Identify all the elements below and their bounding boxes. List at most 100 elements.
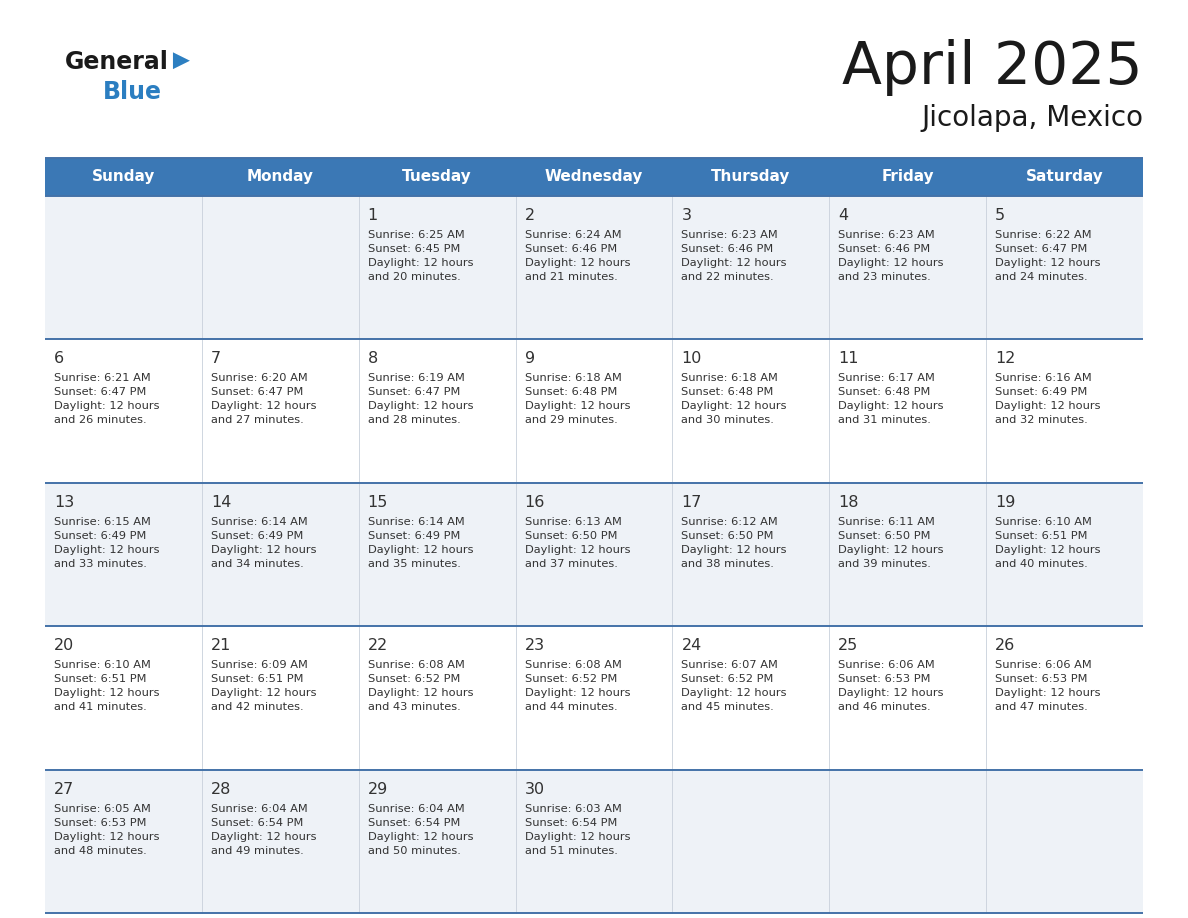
Text: 15: 15 (368, 495, 388, 509)
Text: and 42 minutes.: and 42 minutes. (210, 702, 303, 712)
Text: and 22 minutes.: and 22 minutes. (682, 272, 775, 282)
Text: Sunrise: 6:04 AM: Sunrise: 6:04 AM (368, 803, 465, 813)
Text: Sunset: 6:50 PM: Sunset: 6:50 PM (525, 531, 617, 541)
Text: Sunrise: 6:04 AM: Sunrise: 6:04 AM (210, 803, 308, 813)
Text: 21: 21 (210, 638, 232, 654)
Text: Tuesday: Tuesday (403, 170, 472, 185)
Text: 14: 14 (210, 495, 232, 509)
Text: Daylight: 12 hours: Daylight: 12 hours (996, 401, 1100, 411)
Text: Saturday: Saturday (1025, 170, 1104, 185)
Text: Sunrise: 6:23 AM: Sunrise: 6:23 AM (682, 230, 778, 240)
Text: and 27 minutes.: and 27 minutes. (210, 416, 304, 425)
Text: Sunrise: 6:18 AM: Sunrise: 6:18 AM (525, 374, 621, 384)
Text: Sunrise: 6:25 AM: Sunrise: 6:25 AM (368, 230, 465, 240)
Text: and 20 minutes.: and 20 minutes. (368, 272, 461, 282)
Text: Sunrise: 6:10 AM: Sunrise: 6:10 AM (996, 517, 1092, 527)
Bar (45, 769, 1143, 913)
Text: 28: 28 (210, 781, 232, 797)
Text: Daylight: 12 hours: Daylight: 12 hours (996, 688, 1100, 699)
Text: Sunset: 6:52 PM: Sunset: 6:52 PM (682, 674, 773, 684)
Text: Daylight: 12 hours: Daylight: 12 hours (210, 401, 316, 411)
Text: 8: 8 (368, 352, 378, 366)
Text: Sunrise: 6:08 AM: Sunrise: 6:08 AM (525, 660, 621, 670)
Text: 30: 30 (525, 781, 544, 797)
Text: Daylight: 12 hours: Daylight: 12 hours (682, 401, 786, 411)
Text: Daylight: 12 hours: Daylight: 12 hours (210, 544, 316, 554)
Text: General: General (65, 50, 169, 74)
Text: 27: 27 (53, 781, 74, 797)
Bar (45, 340, 1143, 483)
Text: April 2025: April 2025 (842, 39, 1143, 96)
Text: Sunrise: 6:23 AM: Sunrise: 6:23 AM (839, 230, 935, 240)
Text: Sunrise: 6:24 AM: Sunrise: 6:24 AM (525, 230, 621, 240)
Text: 4: 4 (839, 208, 848, 223)
Text: Sunset: 6:54 PM: Sunset: 6:54 PM (210, 818, 303, 828)
Text: Sunrise: 6:09 AM: Sunrise: 6:09 AM (210, 660, 308, 670)
Text: Daylight: 12 hours: Daylight: 12 hours (525, 832, 630, 842)
Text: Sunset: 6:47 PM: Sunset: 6:47 PM (210, 387, 303, 397)
Text: 26: 26 (996, 638, 1016, 654)
Text: Friday: Friday (881, 170, 934, 185)
Text: 6: 6 (53, 352, 64, 366)
Text: and 30 minutes.: and 30 minutes. (682, 416, 775, 425)
Text: Daylight: 12 hours: Daylight: 12 hours (682, 688, 786, 699)
Text: Daylight: 12 hours: Daylight: 12 hours (839, 401, 943, 411)
Text: Sunrise: 6:18 AM: Sunrise: 6:18 AM (682, 374, 778, 384)
Text: Sunset: 6:51 PM: Sunset: 6:51 PM (210, 674, 303, 684)
Text: Sunset: 6:46 PM: Sunset: 6:46 PM (682, 244, 773, 254)
Text: Sunrise: 6:15 AM: Sunrise: 6:15 AM (53, 517, 151, 527)
Text: and 48 minutes.: and 48 minutes. (53, 845, 147, 856)
Text: Daylight: 12 hours: Daylight: 12 hours (368, 258, 473, 268)
Text: 19: 19 (996, 495, 1016, 509)
Text: Sunset: 6:45 PM: Sunset: 6:45 PM (368, 244, 460, 254)
Text: and 33 minutes.: and 33 minutes. (53, 559, 147, 569)
Text: and 37 minutes.: and 37 minutes. (525, 559, 618, 569)
Text: Daylight: 12 hours: Daylight: 12 hours (53, 544, 159, 554)
Text: 5: 5 (996, 208, 1005, 223)
Text: Daylight: 12 hours: Daylight: 12 hours (839, 688, 943, 699)
Text: 7: 7 (210, 352, 221, 366)
Text: and 46 minutes.: and 46 minutes. (839, 702, 931, 712)
Text: Sunrise: 6:21 AM: Sunrise: 6:21 AM (53, 374, 151, 384)
Text: and 45 minutes.: and 45 minutes. (682, 702, 775, 712)
Text: Sunrise: 6:12 AM: Sunrise: 6:12 AM (682, 517, 778, 527)
Text: and 40 minutes.: and 40 minutes. (996, 559, 1088, 569)
Text: Sunrise: 6:14 AM: Sunrise: 6:14 AM (368, 517, 465, 527)
Text: and 29 minutes.: and 29 minutes. (525, 416, 618, 425)
Bar (45, 158, 1143, 196)
Text: Sunset: 6:49 PM: Sunset: 6:49 PM (996, 387, 1087, 397)
Text: 18: 18 (839, 495, 859, 509)
Text: Sunset: 6:48 PM: Sunset: 6:48 PM (682, 387, 773, 397)
Text: Sunset: 6:52 PM: Sunset: 6:52 PM (525, 674, 617, 684)
Text: Daylight: 12 hours: Daylight: 12 hours (996, 544, 1100, 554)
Text: and 47 minutes.: and 47 minutes. (996, 702, 1088, 712)
Text: Sunset: 6:46 PM: Sunset: 6:46 PM (525, 244, 617, 254)
Text: and 50 minutes.: and 50 minutes. (368, 845, 461, 856)
Text: and 23 minutes.: and 23 minutes. (839, 272, 931, 282)
Text: Daylight: 12 hours: Daylight: 12 hours (368, 688, 473, 699)
Text: ◀: ◀ (173, 50, 190, 70)
Text: 10: 10 (682, 352, 702, 366)
Bar (45, 626, 1143, 769)
Text: Sunset: 6:51 PM: Sunset: 6:51 PM (53, 674, 146, 684)
Text: Daylight: 12 hours: Daylight: 12 hours (525, 401, 630, 411)
Text: Sunrise: 6:20 AM: Sunrise: 6:20 AM (210, 374, 308, 384)
Text: Sunrise: 6:13 AM: Sunrise: 6:13 AM (525, 517, 621, 527)
Bar (45, 196, 1143, 340)
Text: Daylight: 12 hours: Daylight: 12 hours (53, 832, 159, 842)
Text: Sunset: 6:49 PM: Sunset: 6:49 PM (53, 531, 146, 541)
Text: 20: 20 (53, 638, 74, 654)
Text: 25: 25 (839, 638, 859, 654)
Text: Sunset: 6:48 PM: Sunset: 6:48 PM (525, 387, 617, 397)
Text: and 44 minutes.: and 44 minutes. (525, 702, 618, 712)
Text: Daylight: 12 hours: Daylight: 12 hours (368, 401, 473, 411)
Text: 16: 16 (525, 495, 545, 509)
Text: and 51 minutes.: and 51 minutes. (525, 845, 618, 856)
Text: and 49 minutes.: and 49 minutes. (210, 845, 304, 856)
Text: Daylight: 12 hours: Daylight: 12 hours (525, 258, 630, 268)
Text: Sunrise: 6:16 AM: Sunrise: 6:16 AM (996, 374, 1092, 384)
Text: Daylight: 12 hours: Daylight: 12 hours (368, 544, 473, 554)
Text: Sunset: 6:47 PM: Sunset: 6:47 PM (368, 387, 460, 397)
Text: Sunrise: 6:10 AM: Sunrise: 6:10 AM (53, 660, 151, 670)
Text: Daylight: 12 hours: Daylight: 12 hours (525, 688, 630, 699)
